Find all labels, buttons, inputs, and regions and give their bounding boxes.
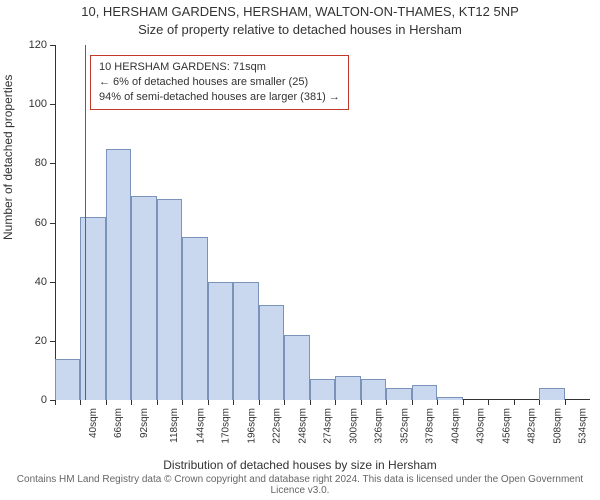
x-tick-label: 326sqm xyxy=(374,408,385,444)
x-tick-mark xyxy=(131,400,132,405)
y-tick-label: 20 xyxy=(35,335,47,347)
x-tick-mark xyxy=(335,400,336,405)
histogram-chart: 10, HERSHAM GARDENS, HERSHAM, WALTON-ON-… xyxy=(0,0,600,500)
histogram-bar xyxy=(539,388,564,400)
y-tick-label: 100 xyxy=(29,98,47,110)
x-tick-label: 170sqm xyxy=(221,408,232,444)
histogram-bar xyxy=(335,376,360,400)
x-tick-mark xyxy=(412,400,413,405)
histogram-bar xyxy=(55,359,80,400)
histogram-bar xyxy=(386,388,411,400)
x-tick-mark xyxy=(55,400,56,405)
histogram-bar xyxy=(106,149,131,400)
x-tick-label: 300sqm xyxy=(348,408,359,444)
y-tick-label: 0 xyxy=(41,394,47,406)
histogram-bar xyxy=(182,237,207,400)
x-tick-mark xyxy=(157,400,158,405)
y-tick-label: 60 xyxy=(35,217,47,229)
x-tick-mark xyxy=(259,400,260,405)
chart-title-sub: Size of property relative to detached ho… xyxy=(0,22,600,37)
x-tick-mark xyxy=(463,400,464,405)
y-axis-ticks: 020406080100120 xyxy=(0,45,55,400)
x-tick-label: 352sqm xyxy=(399,408,410,444)
x-tick-label: 196sqm xyxy=(246,408,257,444)
x-tick-label: 118sqm xyxy=(169,408,180,443)
histogram-bar xyxy=(131,196,156,400)
histogram-bar xyxy=(284,335,309,400)
x-tick-mark xyxy=(208,400,209,405)
x-tick-label: 482sqm xyxy=(527,408,538,444)
x-tick-mark xyxy=(233,400,234,405)
x-tick-mark xyxy=(514,400,515,405)
histogram-bar xyxy=(80,217,105,400)
x-tick-mark xyxy=(182,400,183,405)
x-tick-label: 274sqm xyxy=(323,408,334,444)
x-tick-mark xyxy=(565,400,566,405)
info-box-line: 94% of semi-detached houses are larger (… xyxy=(99,90,340,105)
x-tick-label: 66sqm xyxy=(113,408,124,438)
subject-marker-line xyxy=(85,45,86,400)
x-tick-label: 92sqm xyxy=(139,408,150,438)
x-tick-label: 144sqm xyxy=(195,408,206,444)
y-tick-label: 120 xyxy=(29,39,47,51)
x-tick-label: 534sqm xyxy=(578,408,589,444)
x-tick-label: 248sqm xyxy=(297,408,308,444)
x-tick-label: 378sqm xyxy=(425,408,436,444)
histogram-bar xyxy=(157,199,182,400)
histogram-bar xyxy=(310,379,335,400)
x-tick-mark xyxy=(284,400,285,405)
histogram-bar xyxy=(233,282,258,400)
x-tick-label: 40sqm xyxy=(88,408,99,438)
x-tick-mark xyxy=(488,400,489,405)
histogram-bar xyxy=(259,305,284,400)
histogram-bar xyxy=(208,282,233,400)
x-tick-label: 430sqm xyxy=(476,408,487,444)
x-tick-mark xyxy=(361,400,362,405)
x-tick-label: 456sqm xyxy=(501,408,512,444)
histogram-bar xyxy=(412,385,437,400)
x-axis-ticks: 40sqm 66sqm 92sqm 118sqm 144sqm 170sqm 196sqm 2… xyxy=(55,400,590,460)
x-tick-mark xyxy=(539,400,540,405)
info-box-line: 10 HERSHAM GARDENS: 71sqm xyxy=(99,60,340,75)
x-tick-mark xyxy=(106,400,107,405)
histogram-bar xyxy=(361,379,386,400)
x-tick-mark xyxy=(80,400,81,405)
footnote-text: Contains HM Land Registry data © Crown c… xyxy=(0,474,600,496)
info-box-line: ← 6% of detached houses are smaller (25) xyxy=(99,75,340,90)
y-tick-label: 80 xyxy=(35,157,47,169)
x-tick-label: 508sqm xyxy=(552,408,563,444)
marker-info-box: 10 HERSHAM GARDENS: 71sqm← 6% of detache… xyxy=(90,55,349,110)
x-tick-mark xyxy=(386,400,387,405)
x-tick-label: 222sqm xyxy=(272,408,283,444)
x-tick-mark xyxy=(437,400,438,405)
y-tick-label: 40 xyxy=(35,276,47,288)
chart-title-address: 10, HERSHAM GARDENS, HERSHAM, WALTON-ON-… xyxy=(0,4,600,19)
x-axis-label: Distribution of detached houses by size … xyxy=(0,458,600,472)
x-tick-label: 404sqm xyxy=(450,408,461,444)
x-tick-mark xyxy=(310,400,311,405)
histogram-bar xyxy=(437,397,462,400)
